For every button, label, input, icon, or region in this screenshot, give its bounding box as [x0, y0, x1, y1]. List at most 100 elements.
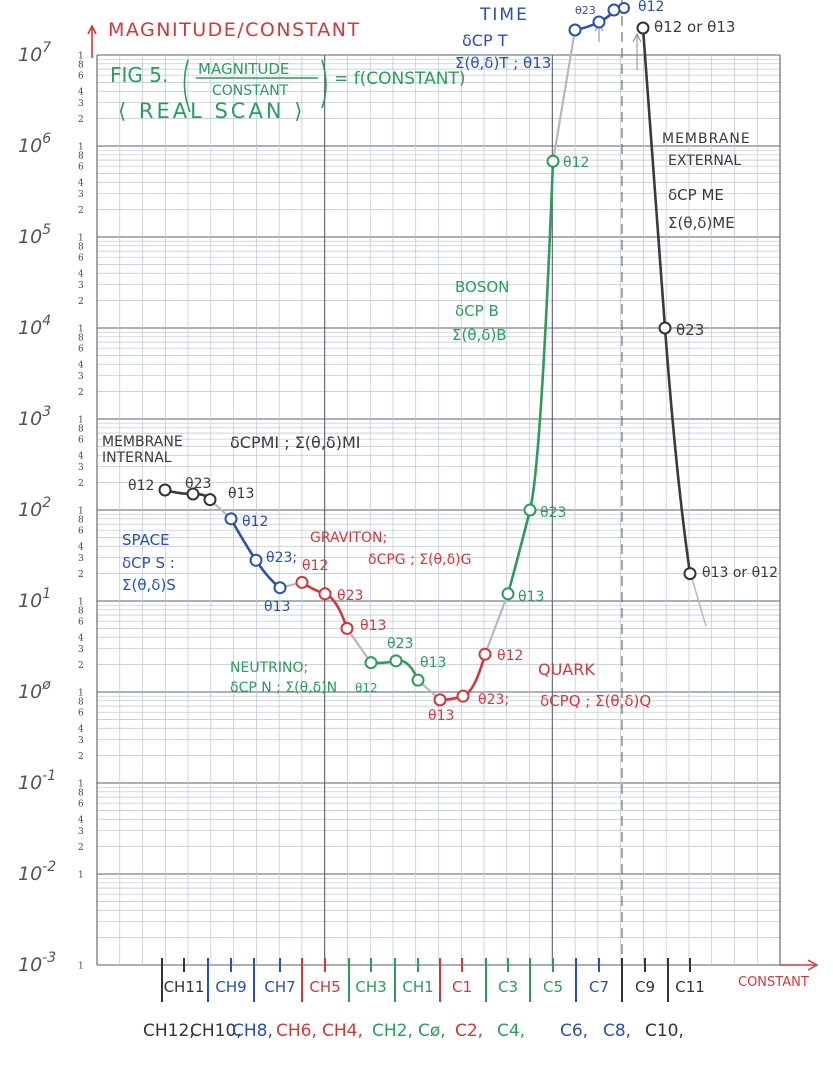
data-point-marker: [249, 553, 263, 567]
y-minor-label: 2: [78, 297, 84, 307]
point-label: θ23: [575, 4, 596, 17]
y-minor-label: 1: [78, 598, 84, 608]
y-minor-label: 3: [78, 645, 84, 655]
y-axis-labels: 1071864321061864321051864321041864321031…: [18, 40, 84, 976]
membrane-external-formula-1: δCP ME: [668, 186, 724, 204]
x-bottom-label: C8,: [603, 1021, 631, 1041]
x-top-label: CH3: [355, 978, 386, 996]
x-top-label: CH9: [215, 978, 246, 996]
x-axis-label: CONSTANT: [738, 975, 809, 990]
membrane-external-label-2: EXTERNAL: [668, 153, 741, 169]
y-minor-label: 1: [78, 416, 84, 426]
y-minor-label: 2: [78, 752, 84, 762]
y-minor-label: 6: [78, 72, 84, 82]
point-label: θ12: [128, 478, 154, 494]
x-bottom-label: CH10,: [190, 1021, 242, 1041]
y-minor-label: 8: [78, 424, 84, 434]
y-decade-label: 10-3: [18, 950, 56, 976]
y-minor-label: 6: [78, 436, 84, 446]
y-decade-label: 107: [18, 40, 51, 66]
data-point-marker: [203, 493, 217, 507]
fig-numerator: MAGNITUDE: [198, 60, 289, 78]
membrane-internal-label: MEMBRANE: [102, 434, 183, 450]
y-minor-label: 6: [78, 800, 84, 810]
y-minor-label: 2: [78, 206, 84, 216]
y-decade-label: 104: [18, 313, 51, 339]
data-point-marker: [456, 689, 470, 703]
y-minor-label: 4: [78, 634, 84, 644]
x-top-label: CH11: [164, 978, 205, 996]
y-decade-label: 105: [18, 222, 51, 248]
y-minor-label: 2: [78, 570, 84, 580]
x-top-label: C1: [452, 978, 472, 996]
y-minor-label: 3: [78, 372, 84, 382]
point-label: θ23: [185, 476, 211, 492]
fig-denominator: CONSTANT: [212, 83, 289, 99]
y-minor-label: 8: [78, 60, 84, 70]
y-minor-label: 4: [78, 361, 84, 371]
data-point-marker: [224, 512, 238, 526]
data-point-marker: [592, 15, 606, 29]
point-label: θ12: [563, 155, 589, 171]
y-minor-label: 2: [78, 661, 84, 671]
y-minor-label: 1: [78, 507, 84, 517]
data-point-marker: [273, 581, 287, 595]
point-label: θ12: [302, 558, 328, 574]
space-formula-2: Σ(θ,δ)S: [122, 576, 176, 594]
y-minor-label: 8: [78, 515, 84, 525]
point-label: θ13: [228, 486, 254, 502]
data-point-marker: [683, 567, 697, 581]
x-bottom-label: C6,: [560, 1021, 588, 1041]
log-grid: [96, 0, 781, 966]
arrow-right-icon: [807, 959, 819, 971]
y-minor-label: 4: [78, 270, 84, 280]
data-curves: [158, 2, 707, 707]
data-point-marker: [568, 23, 582, 37]
graviton-label: GRAVITON;: [310, 530, 387, 546]
y-minor-label: 8: [78, 788, 84, 798]
x-top-label: CH1: [402, 978, 433, 996]
fig-prefix: FIG 5.: [110, 63, 168, 87]
data-point-marker: [340, 621, 354, 635]
x-top-label: C3: [498, 978, 518, 996]
svg-text:1: 1: [78, 871, 84, 881]
x-bottom-label: CH8,: [232, 1021, 273, 1041]
y-minor-label: 1: [78, 52, 84, 62]
y-minor-label: 3: [78, 463, 84, 473]
y-minor-label: 3: [78, 281, 84, 291]
y-minor-label: 3: [78, 827, 84, 837]
y-minor-label: 2: [78, 843, 84, 853]
y-decade-label: 10-2: [18, 859, 56, 885]
x-axis-labels: CH11 CH9 CH7 CH5 CH3 CH1 C1 C3 C5 C7 C9 C11 CH12,CH1…: [143, 958, 705, 1041]
point-label: θ13: [360, 618, 386, 634]
y-decade-label: 103: [18, 404, 51, 430]
y-minor-label: 1: [78, 780, 84, 790]
x-top-label: C5: [543, 978, 563, 996]
x-bottom-label: C10,: [645, 1021, 684, 1041]
quark-label: QUARK: [538, 660, 595, 679]
x-bottom-label: CH2,: [372, 1021, 413, 1041]
y-axis-title: MAGNITUDE/CONSTANT: [87, 19, 361, 58]
membrane-internal-formula: δCPMI ; Σ(θ,δ)MI: [230, 433, 360, 452]
y-minor-label: 1: [78, 325, 84, 335]
data-point-marker: [364, 656, 378, 670]
data-point-marker: [158, 483, 172, 497]
membrane-internal-label-2: INTERNAL: [102, 450, 172, 466]
point-label: θ23: [676, 321, 704, 339]
graviton-formula: δCPG ; Σ(θ,δ)G: [368, 552, 471, 568]
y-minor-label: 6: [78, 163, 84, 173]
y-minor-label: 8: [78, 242, 84, 252]
y-minor-label: 8: [78, 606, 84, 616]
y-minor-label: 4: [78, 725, 84, 735]
point-label: θ12: [638, 0, 664, 15]
point-label: θ23: [337, 588, 363, 604]
arrow-up-icon: [87, 24, 97, 35]
data-point-marker: [318, 587, 332, 601]
y-axis-label: MAGNITUDE/CONSTANT: [108, 19, 361, 41]
y-minor-label: 2: [78, 388, 84, 398]
x-bottom-label: Cø,: [418, 1021, 446, 1041]
data-point-marker: [411, 673, 425, 687]
data-point-marker: [478, 647, 492, 661]
data-point-marker: [433, 693, 447, 707]
x-bottom-label: CH6,: [276, 1021, 317, 1041]
